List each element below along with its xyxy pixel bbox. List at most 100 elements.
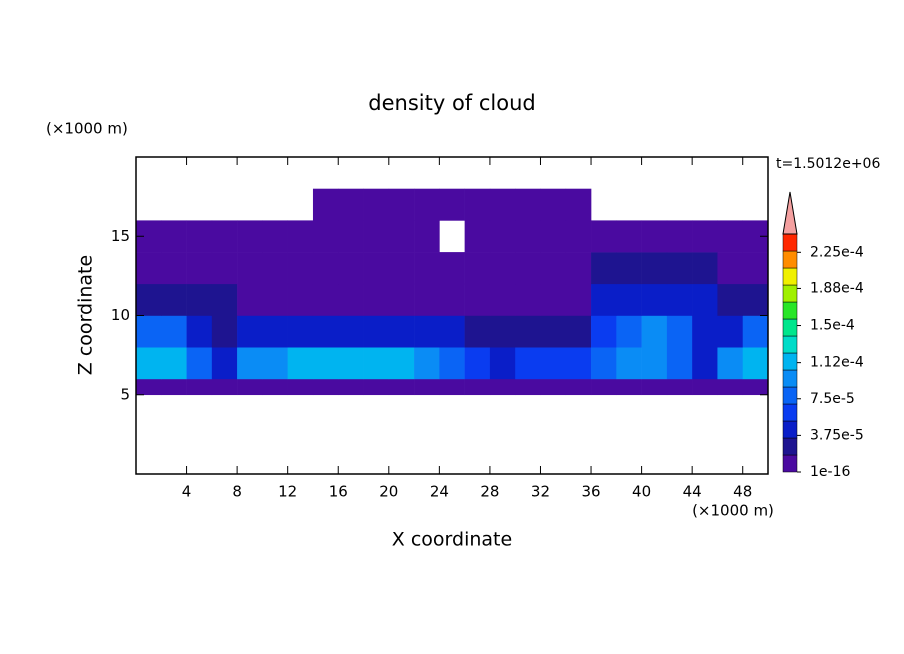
contour-cell [616,347,642,380]
contour-cell [717,347,744,380]
contour-cell [287,283,314,316]
contour-cell [692,378,718,396]
contour-cell [363,283,390,316]
contour-cell [388,347,415,380]
contour-cell [414,378,440,396]
contour-cell [237,220,263,253]
contour-cell [616,378,642,396]
contour-cell [565,188,592,221]
contour-cell [489,252,516,285]
contour-cell [565,347,592,380]
contour-cell [312,252,339,285]
contour-cell [742,378,769,396]
colorbar-label: 1e-16 [810,464,850,480]
contour-cell [666,347,693,380]
contour-cell [136,347,162,380]
contour-cell [186,347,213,380]
contour-cell [388,283,415,316]
y-tick-label: 10 [111,306,130,324]
contour-cell [540,188,567,221]
contour-cell [439,378,465,396]
contour-cell [616,252,642,285]
contour-cell [414,315,440,348]
contour-cell [161,220,187,253]
contour-cell [262,315,288,348]
x-tick-label: 24 [430,483,449,501]
contour-cell [287,347,314,380]
x-tick-label: 40 [632,483,651,501]
contour-cell [388,315,415,348]
contour-cell [515,315,541,348]
contour-cell [717,252,744,285]
contour-cell [338,347,364,380]
contour-cell [641,220,668,253]
contour-cell [211,220,238,253]
contour-cell [464,347,491,380]
contour-cell [641,315,668,348]
contour-cell [489,378,516,396]
x-tick-label: 48 [733,483,752,501]
contour-cell [161,347,187,380]
contour-cell [262,378,288,396]
chart-title: density of cloud [368,91,535,115]
contour-cell [666,378,693,396]
contour-cell [363,188,390,221]
contour-cell [717,220,744,253]
y-axis-label: Z coordinate [75,255,97,375]
contour-cell [742,347,769,380]
contour-cell [641,283,668,316]
contour-cell [161,378,187,396]
contour-cell [186,252,213,285]
contour-cell [287,315,314,348]
contour-cell [439,188,465,221]
contour-cell [464,315,491,348]
contour-cell [211,315,238,348]
colorbar-band [782,437,798,456]
x-tick-label: 8 [232,483,242,501]
contour-cell [312,315,339,348]
contour-cell [388,378,415,396]
contour-cell [161,315,187,348]
contour-cell [414,252,440,285]
contour-cell [439,283,465,316]
colorbar-band [782,284,798,303]
contour-cell [262,252,288,285]
contour-cell [540,220,567,253]
colorbar-band [782,352,798,371]
y-tick-label: 5 [120,385,130,403]
contour-cell [540,378,567,396]
contour-cell [312,188,339,221]
contour-cell [363,315,390,348]
contour-cell [136,378,162,396]
contour-cell [414,283,440,316]
contour-cell [388,220,415,253]
contour-cell [161,252,187,285]
contour-cell [287,252,314,285]
contour-cell [161,283,187,316]
contour-cell [565,378,592,396]
colorbar-band [782,301,798,320]
contour-cell [692,315,718,348]
colorbar-band [782,454,798,473]
contour-cell [565,315,592,348]
contour-cell [641,378,668,396]
contour-cell [641,347,668,380]
contour-cell [692,252,718,285]
contour-cell [489,315,516,348]
contour-cell [616,220,642,253]
contour-cell [515,347,541,380]
contour-cell [692,347,718,380]
contour-cell [717,378,744,396]
contour-cell [237,378,263,396]
contour-cell [666,283,693,316]
contour-cell [338,315,364,348]
contour-cell [388,188,415,221]
contour-cell [237,347,263,380]
contour-cell [540,315,567,348]
contour-cell [262,220,288,253]
contour-cell [312,347,339,380]
contour-cell [312,283,339,316]
colorbar-band [782,369,798,388]
contour-cell [186,283,213,316]
